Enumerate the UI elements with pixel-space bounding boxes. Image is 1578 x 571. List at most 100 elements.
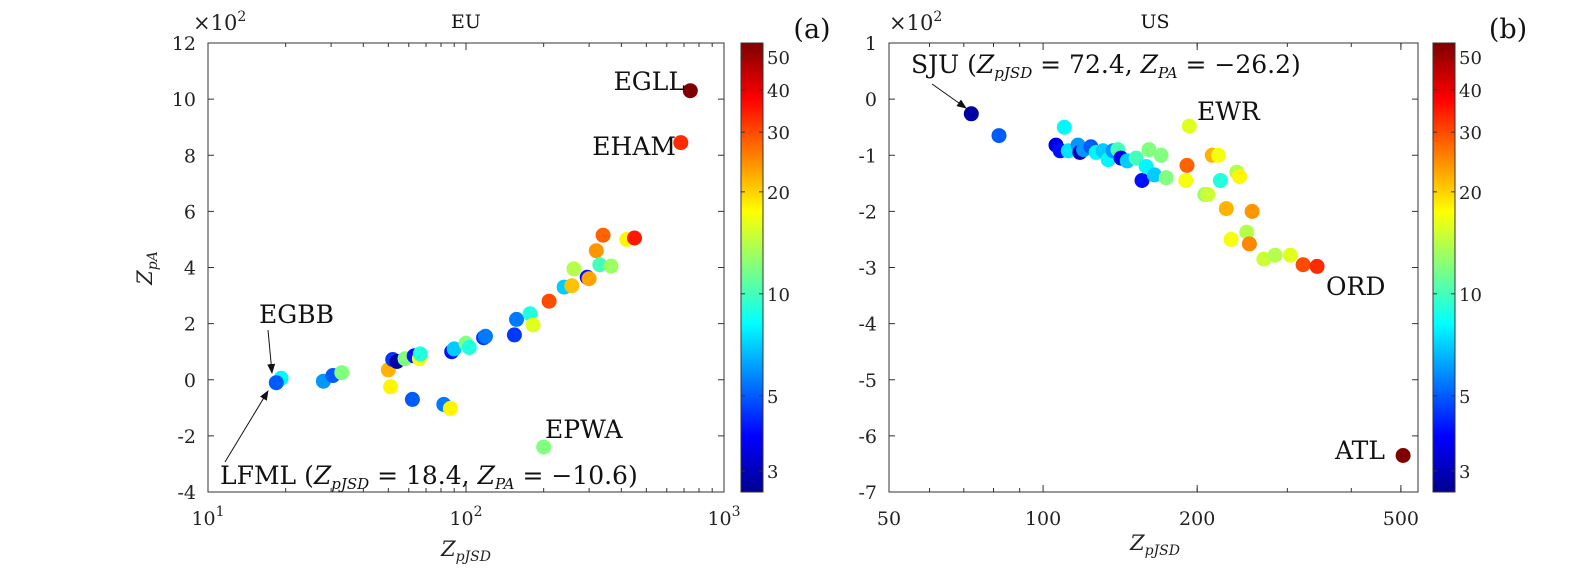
data-point [595, 227, 611, 243]
data-point [1153, 147, 1169, 163]
colorbar-tick-label: 50 [767, 48, 790, 69]
y-tick-label: -4 [177, 482, 196, 504]
panel-b-colorbar: 3 5 10 20 30 40 50 [1432, 42, 1482, 493]
panel-a-ticks: -4 -2 0 2 4 6 8 10 12 101 102 103 [172, 33, 741, 530]
data-point [566, 261, 582, 277]
y-tick-label: -7 [858, 482, 877, 504]
data-point [1212, 173, 1228, 188]
data-point [1232, 169, 1248, 185]
annotation-eham: EHAM [592, 132, 676, 161]
data-point [1267, 247, 1283, 263]
y-tick-label: 0 [865, 89, 877, 111]
data-point [404, 391, 420, 407]
y-tick-label: 10 [172, 89, 196, 111]
annotation-sju: SJU (ZpJSD = 72.4, ZPA = −26.2) [911, 50, 1301, 82]
data-point [1200, 187, 1216, 202]
data-point [581, 271, 597, 287]
y-tick-label: -1 [858, 145, 877, 167]
data-point-egll [682, 83, 698, 99]
colorbar-tick-label: 30 [1459, 123, 1482, 144]
data-point [509, 311, 524, 327]
panel-b-colorbar-ticks: 3 5 10 20 30 40 50 [1433, 48, 1482, 483]
y-tick-label: 4 [184, 258, 196, 280]
y-tick-label: 1 [865, 33, 877, 55]
y-tick-label: 12 [172, 33, 196, 55]
annotation-epwa: EPWA [545, 415, 624, 444]
panel-a-points [268, 83, 698, 455]
panel-a-x-axis-label: ZpJSD [440, 537, 491, 565]
panel-b-title: US [1140, 11, 1169, 33]
panel-a-colorbar-ticks: 3 5 10 20 30 40 50 [741, 48, 790, 483]
colorbar-tick-label: 3 [1459, 462, 1470, 483]
annotation-lfml: LFML (ZpJSD = 18.4, ZPA = −10.6) [220, 461, 638, 493]
panel-a-axes-box [207, 42, 725, 493]
data-point [1179, 157, 1195, 173]
data-point [603, 258, 619, 274]
panel-a-y-axis-label: ZpA [133, 251, 161, 286]
panel-a-colorbar: 3 5 10 20 30 40 50 [740, 42, 790, 493]
y-tick-label: -2 [177, 426, 196, 448]
data-point [627, 230, 642, 246]
arrow-egbb [267, 329, 276, 374]
data-point [1056, 119, 1072, 135]
colorbar-tick-label: 20 [1459, 183, 1482, 204]
y-tick-label: -6 [858, 426, 877, 448]
panel-b-colorbar-gradient [1432, 42, 1456, 493]
data-point [442, 400, 458, 416]
data-point-sju [963, 106, 979, 122]
colorbar-tick-label: 20 [767, 183, 790, 204]
data-point [1178, 173, 1194, 188]
x-tick-label: 500 [1383, 508, 1419, 530]
annotation-ord: ORD [1326, 272, 1385, 301]
panel-a-label: (a) [793, 14, 830, 45]
colorbar-tick-label: 3 [767, 462, 778, 483]
x-tick-label: 100 [1025, 508, 1061, 530]
data-point-atl [1395, 448, 1411, 463]
data-point [592, 257, 608, 273]
data-point [383, 379, 399, 395]
panel-b-points [963, 106, 1411, 463]
data-point [1158, 170, 1174, 186]
y-tick-label: -3 [858, 258, 877, 280]
colorbar-tick-label: 40 [1459, 81, 1482, 102]
x-tick-label: 102 [449, 504, 482, 530]
colorbar-tick-label: 5 [767, 387, 778, 408]
colorbar-tick-label: 50 [1459, 48, 1482, 69]
colorbar-tick-label: 10 [767, 285, 790, 306]
x-tick-label: 200 [1179, 508, 1215, 530]
data-point [1218, 201, 1234, 217]
colorbar-tick-label: 30 [767, 123, 790, 144]
y-tick-label: -2 [858, 201, 877, 223]
annotation-egbb: EGBB [259, 300, 334, 329]
data-point [525, 317, 541, 333]
panel-b-y-multiplier: ×102 [889, 9, 942, 35]
data-point-ord [1309, 258, 1325, 274]
data-point [1241, 236, 1257, 252]
x-tick-label: 101 [191, 504, 224, 530]
data-point [1210, 147, 1226, 163]
x-tick-label: 50 [877, 508, 901, 530]
data-point [334, 365, 350, 381]
annotation-ewr: EWR [1197, 97, 1261, 126]
colorbar-tick-label: 5 [1459, 387, 1470, 408]
data-point [461, 340, 477, 355]
data-point [1128, 150, 1144, 166]
panel-b-x-axis-label: ZpJSD [1129, 531, 1180, 559]
y-tick-label: 6 [184, 201, 196, 223]
y-tick-label: -4 [858, 314, 877, 336]
data-point [1146, 167, 1162, 183]
y-tick-label: 8 [184, 145, 196, 167]
data-point [588, 243, 604, 259]
panel-b-label: (b) [1489, 14, 1527, 45]
data-point-eham [673, 135, 689, 151]
y-tick-label: 0 [184, 370, 196, 392]
data-point [991, 128, 1007, 144]
data-point [1282, 247, 1298, 263]
data-point-ewr [1181, 118, 1197, 134]
data-point [506, 327, 522, 343]
data-point [541, 293, 557, 309]
arrow-sju [931, 83, 967, 109]
